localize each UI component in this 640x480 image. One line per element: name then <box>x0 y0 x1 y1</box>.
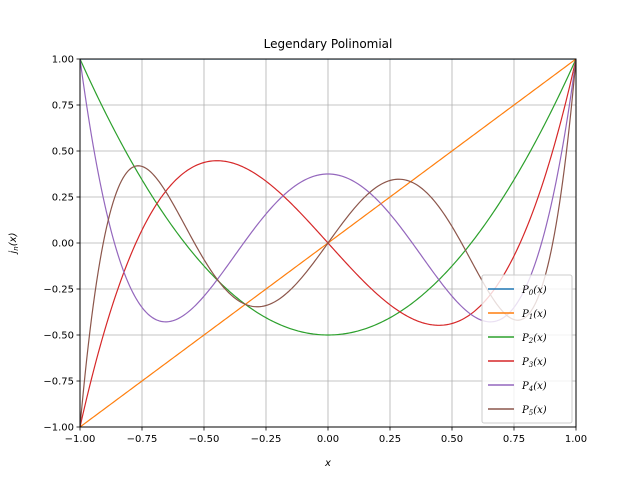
x-axis: −1.00 −0.75 −0.50 −0.25 0.00 0.25 0.50 0.75 1.00 <box>65 427 587 445</box>
y-tick-label: −0.50 <box>43 331 74 342</box>
y-tick-label: −0.75 <box>43 377 74 388</box>
x-tick-label: 0.50 <box>441 434 463 445</box>
x-tick-label: 0.00 <box>317 434 339 445</box>
y-tick-label: −0.25 <box>43 285 74 296</box>
legend-box <box>481 274 573 424</box>
x-tick-label: 0.25 <box>379 434 401 445</box>
legend-label-p4: P4(x) <box>521 381 547 393</box>
y-tick-label: 1.00 <box>52 55 74 66</box>
x-axis-label: x <box>324 458 331 469</box>
legend-label-p3: P3(x) <box>521 357 547 369</box>
y-axis: −1.00 −0.75 −0.50 −0.25 0.00 0.25 0.50 0.75 1.00 <box>43 55 80 434</box>
legend-label-p2: P2(x) <box>521 333 547 345</box>
x-tick-label: −1.00 <box>65 434 96 445</box>
legend: P0(x) P1(x) P2(x) P3(x) P4(x) P5(x) <box>481 274 573 424</box>
series-line-p2 <box>80 59 576 336</box>
legend-label-p5: P5(x) <box>521 405 547 417</box>
chart-title: Legendary Polinomial <box>264 37 393 51</box>
x-tick-label: −0.50 <box>189 434 220 445</box>
x-tick-label: −0.25 <box>251 434 282 445</box>
y-tick-label: 0.25 <box>52 193 74 204</box>
x-tick-label: −0.75 <box>127 434 158 445</box>
legend-label-p1: P1(x) <box>521 309 547 321</box>
legend-label-p0: P0(x) <box>521 285 547 297</box>
y-tick-label: 0.75 <box>52 101 74 112</box>
y-tick-label: 0.00 <box>52 239 74 250</box>
y-tick-label: −1.00 <box>43 423 74 434</box>
y-axis-label: jn(x) <box>8 233 20 256</box>
x-tick-label: 0.75 <box>503 434 525 445</box>
x-tick-label: 1.00 <box>565 434 587 445</box>
y-tick-label: 0.50 <box>52 147 74 158</box>
